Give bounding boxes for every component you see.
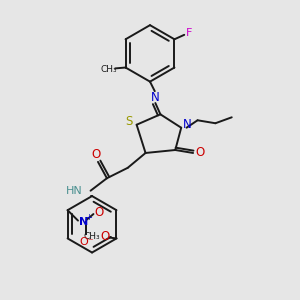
Text: O: O [92,148,101,161]
Text: N: N [183,118,192,131]
Text: CH₃: CH₃ [84,232,100,242]
Text: N: N [151,91,160,103]
Text: O: O [100,230,110,243]
Text: O⁻: O⁻ [79,237,94,247]
Text: O: O [95,206,104,219]
Text: O: O [195,146,204,160]
Text: F: F [185,28,192,38]
Text: +: + [85,213,92,222]
Text: S: S [125,115,133,128]
Text: N: N [79,217,88,227]
Text: HN: HN [65,186,82,196]
Text: CH₃: CH₃ [101,64,118,74]
